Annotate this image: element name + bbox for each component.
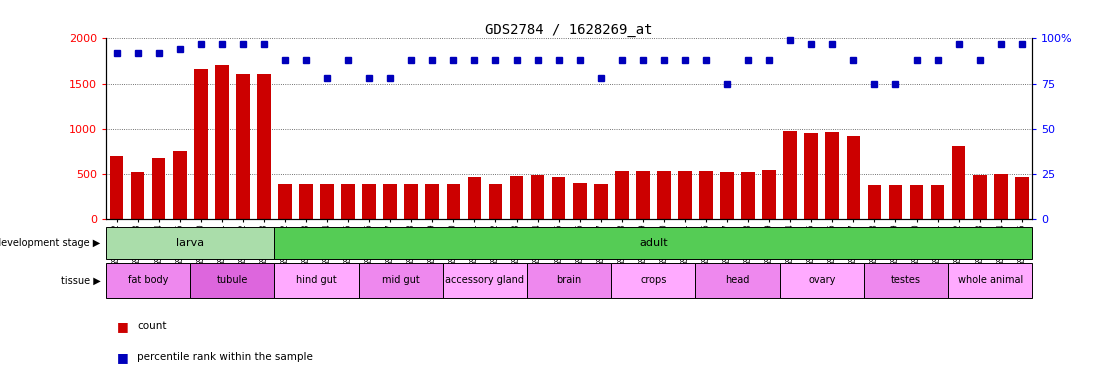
Bar [612, 263, 695, 298]
Bar [173, 151, 186, 219]
Bar [299, 184, 312, 219]
Bar [952, 146, 965, 219]
Bar [275, 263, 358, 298]
Bar [973, 175, 987, 219]
Text: hind gut: hind gut [296, 275, 337, 285]
Bar [780, 263, 864, 298]
Bar [404, 184, 418, 219]
Bar [190, 263, 275, 298]
Title: GDS2784 / 1628269_at: GDS2784 / 1628269_at [485, 23, 653, 37]
Bar [615, 171, 628, 219]
Bar [847, 136, 860, 219]
Text: ovary: ovary [808, 275, 836, 285]
Bar [489, 184, 502, 219]
Bar [152, 157, 165, 219]
Text: brain: brain [557, 275, 581, 285]
Bar [194, 69, 208, 219]
Bar [109, 156, 124, 219]
Bar [320, 184, 334, 219]
Bar [341, 184, 355, 219]
Bar [278, 184, 291, 219]
Bar [551, 177, 566, 219]
Bar [446, 184, 460, 219]
Bar [949, 263, 1032, 298]
Bar [826, 132, 839, 219]
Text: head: head [725, 275, 750, 285]
Bar [994, 174, 1008, 219]
Text: crops: crops [641, 275, 666, 285]
Bar [425, 184, 440, 219]
Bar [1014, 177, 1029, 219]
Text: tissue ▶: tissue ▶ [60, 275, 100, 285]
Text: adult: adult [639, 238, 667, 248]
Text: accessory gland: accessory gland [445, 275, 525, 285]
Text: ■: ■ [117, 351, 129, 364]
Bar [805, 133, 818, 219]
Text: tubule: tubule [217, 275, 248, 285]
Text: ■: ■ [117, 320, 129, 333]
Bar [106, 263, 190, 298]
Text: percentile rank within the sample: percentile rank within the sample [137, 352, 314, 362]
Bar [384, 184, 397, 219]
Text: count: count [137, 321, 166, 331]
Bar [720, 172, 734, 219]
Bar [679, 171, 692, 219]
Bar [106, 227, 275, 259]
Text: fat body: fat body [128, 275, 169, 285]
Bar [931, 185, 944, 219]
Bar [695, 263, 780, 298]
Bar [888, 185, 903, 219]
Bar [215, 65, 229, 219]
Bar [741, 172, 754, 219]
Bar [531, 175, 545, 219]
Text: development stage ▶: development stage ▶ [0, 238, 100, 248]
Bar [657, 171, 671, 219]
Bar [131, 172, 144, 219]
Bar [235, 74, 250, 219]
Text: testes: testes [891, 275, 921, 285]
Bar [636, 171, 650, 219]
Bar [257, 74, 271, 219]
Bar [864, 263, 949, 298]
Bar [762, 170, 776, 219]
Bar [527, 263, 612, 298]
Text: mid gut: mid gut [382, 275, 420, 285]
Bar [275, 227, 1032, 259]
Bar [594, 184, 607, 219]
Bar [699, 171, 713, 219]
Text: whole animal: whole animal [958, 275, 1023, 285]
Bar [510, 175, 523, 219]
Bar [910, 185, 923, 219]
Bar [468, 177, 481, 219]
Bar [573, 183, 587, 219]
Bar [443, 263, 527, 298]
Text: larva: larva [176, 238, 204, 248]
Bar [363, 184, 376, 219]
Bar [358, 263, 443, 298]
Bar [867, 185, 882, 219]
Bar [783, 131, 797, 219]
